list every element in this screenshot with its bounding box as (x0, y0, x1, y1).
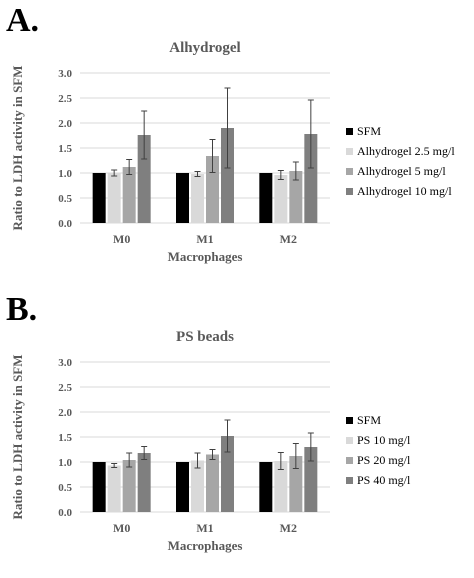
x-axis-label: Macrophages (168, 538, 243, 553)
legend-label: SFM (357, 413, 381, 427)
bar (92, 173, 106, 223)
bar (289, 171, 303, 223)
bar (259, 173, 273, 223)
panel-a: A. Alhydrogel 0.0 0.5 1.0 1.5 2.0 2.5 3.0 Ratio … (6, 2, 455, 264)
y-tick-label: 2.5 (58, 93, 72, 105)
bar (191, 174, 204, 223)
legend-label: PS 40 mg/l (357, 473, 411, 487)
bar (304, 447, 318, 512)
legend-label: Alhydrogel 5 mg/l (357, 164, 446, 178)
bar (107, 173, 121, 223)
y-tick-label: 1.5 (58, 143, 72, 155)
bar (137, 135, 151, 223)
y-tick-label: 3.0 (58, 357, 72, 369)
x-tick-label: M1 (196, 521, 213, 535)
y-axis-label: Ratio to LDH activity in SFM (10, 65, 25, 230)
legend-swatch (346, 417, 353, 424)
bar (206, 454, 219, 512)
y-tick-label: 1.0 (58, 457, 72, 469)
bar (289, 456, 303, 512)
legend-label: PS 10 mg/l (357, 433, 411, 447)
y-tick-label: 2.0 (58, 407, 72, 419)
legend-label: PS 20 mg/l (357, 453, 411, 467)
bar (122, 460, 136, 512)
x-tick-label: M2 (280, 521, 297, 535)
chart-ps-beads: PS beads 0.0 0.5 1.0 1.5 2.0 2.5 3.0 Ratio to LD… (10, 329, 411, 553)
panel-b: B. PS beads 0.0 0.5 1.0 1.5 2.0 2.5 3.0 Ratio to… (0, 289, 474, 578)
legend-swatch (346, 457, 353, 464)
legend-swatch (346, 188, 353, 195)
y-axis-label: Ratio to LDH activity in SFM (10, 354, 25, 519)
y-tick-label: 0.0 (58, 507, 72, 519)
chart-title: PS beads (176, 329, 234, 345)
bar (259, 462, 273, 512)
y-tick-label: 0.5 (58, 193, 72, 205)
bar (221, 436, 234, 512)
legend-swatch (346, 437, 353, 444)
x-tick-label: M1 (196, 232, 213, 246)
panel-label: B. (6, 291, 38, 328)
legend-label: Alhydrogel 2.5 mg/l (357, 144, 455, 158)
bar (176, 462, 189, 512)
y-tick-label: 2.0 (58, 118, 72, 130)
bar (92, 462, 106, 512)
bar (122, 167, 136, 223)
bar (221, 128, 234, 223)
y-tick-label: 0.5 (58, 482, 72, 494)
legend-swatch (346, 168, 353, 175)
bar (206, 156, 219, 223)
x-tick-label: M0 (113, 521, 130, 535)
legend-swatch (346, 477, 353, 484)
bar (304, 134, 318, 223)
bar (107, 465, 121, 512)
chart-title: Alhydrogel (169, 40, 240, 56)
bar (274, 175, 288, 223)
bar (274, 461, 288, 512)
bar (191, 460, 204, 512)
bar (137, 453, 151, 512)
x-tick-label: M0 (113, 232, 130, 246)
x-tick-label: M2 (280, 232, 297, 246)
y-tick-label: 3.0 (58, 68, 72, 80)
bar (176, 173, 189, 223)
legend-label: SFM (357, 124, 381, 138)
legend-swatch (346, 128, 353, 135)
x-axis-label: Macrophages (168, 249, 243, 264)
y-tick-label: 2.5 (58, 382, 72, 394)
panel-label: A. (6, 2, 40, 39)
legend-swatch (346, 148, 353, 155)
chart-alhydrogel: Alhydrogel 0.0 0.5 1.0 1.5 2.0 2.5 3.0 Ratio to … (10, 40, 455, 264)
y-tick-label: 1.5 (58, 432, 72, 444)
legend-label: Alhydrogel 10 mg/l (357, 184, 452, 198)
y-tick-label: 1.0 (58, 168, 72, 180)
y-tick-label: 0.0 (58, 218, 72, 230)
